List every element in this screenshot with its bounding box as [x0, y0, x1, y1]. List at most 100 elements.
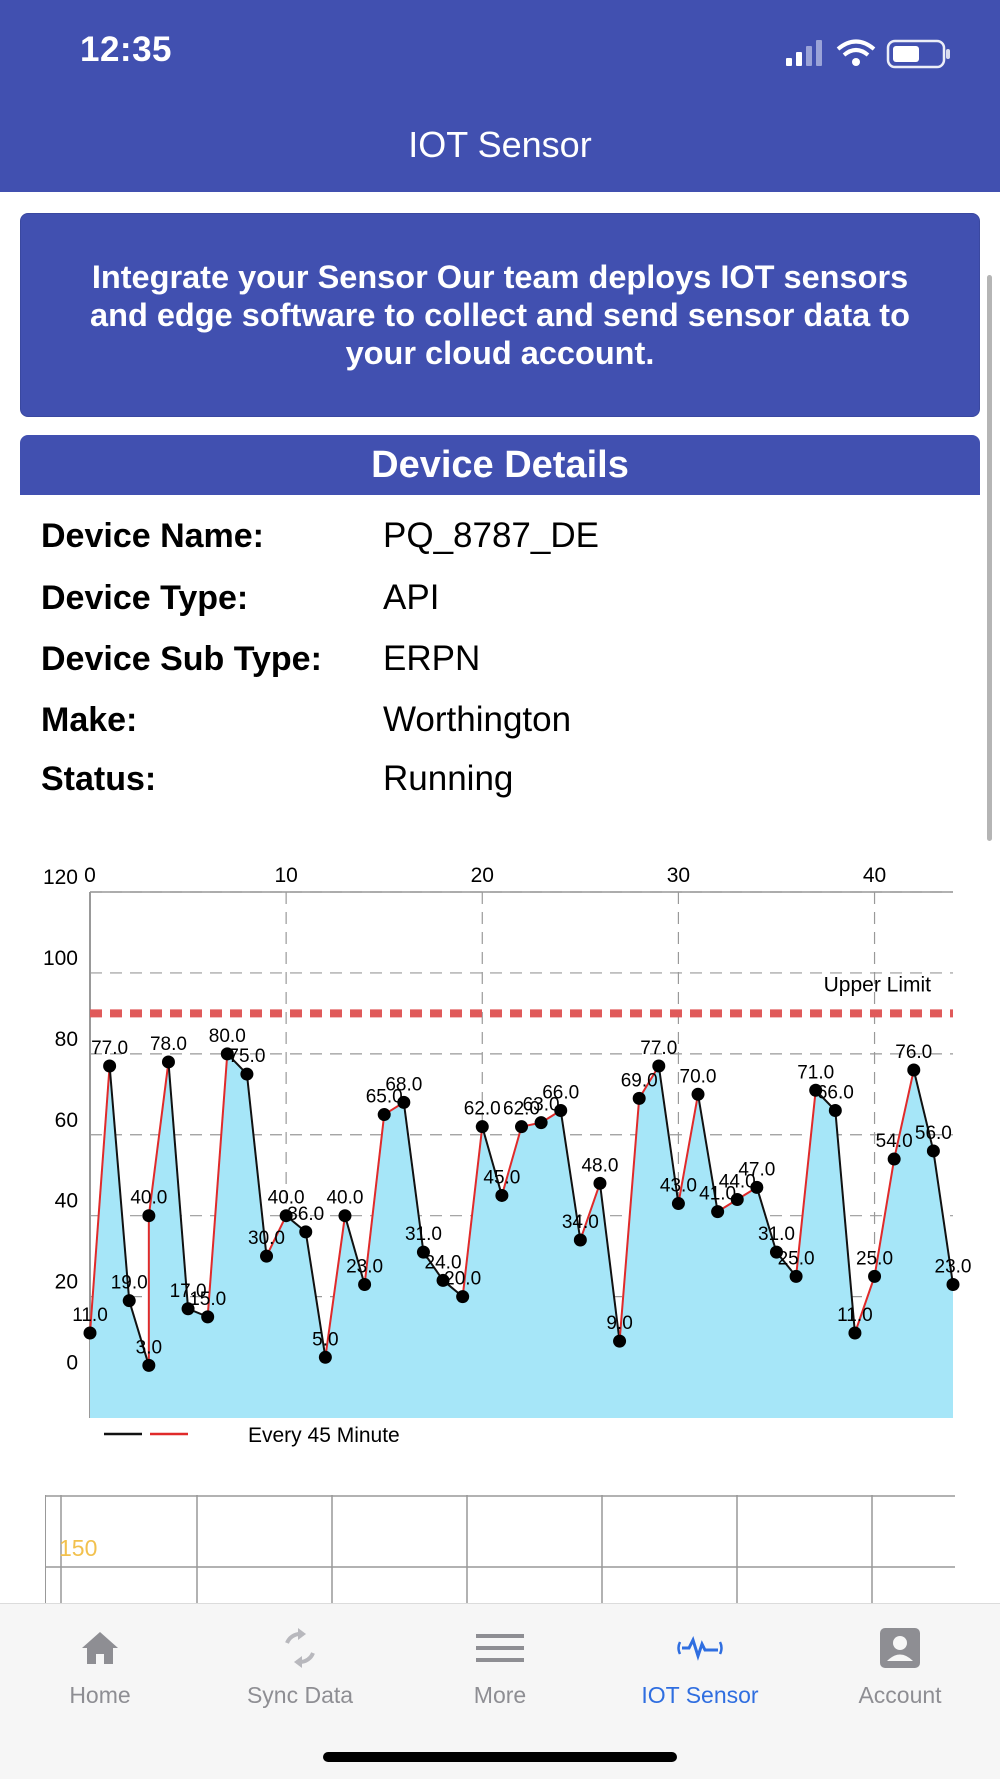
data-point — [436, 1273, 450, 1287]
data-label: 48.0 — [581, 1155, 618, 1176]
series-segment — [89, 1065, 111, 1334]
second-chart: 150 — [45, 1495, 955, 1605]
device-details-header: Device Details — [20, 435, 980, 495]
data-label: 76.0 — [895, 1042, 932, 1063]
data-label: 31.0 — [758, 1224, 795, 1245]
tab-more[interactable]: More — [400, 1604, 600, 1724]
data-label: 66.0 — [542, 1082, 579, 1103]
data-label: 56.0 — [915, 1123, 952, 1144]
series-segment — [206, 1053, 229, 1317]
intro-banner: Integrate your Sensor Our team deploys I… — [20, 213, 980, 417]
series-segment — [402, 1102, 425, 1253]
data-label: 77.0 — [91, 1038, 128, 1059]
series-segment — [834, 1110, 856, 1334]
data-point — [103, 1059, 117, 1073]
data-label: 31.0 — [405, 1224, 442, 1245]
signal-wifi-battery-icon — [786, 39, 950, 69]
detail-label: Device Name: — [41, 516, 265, 555]
data-point — [534, 1116, 548, 1130]
data-point — [338, 1209, 352, 1223]
series-segment — [167, 1061, 190, 1309]
menu-icon — [476, 1634, 524, 1662]
series-segment — [893, 1069, 915, 1160]
detail-value: API — [383, 578, 440, 617]
upper-limit-label: Upper Limit — [824, 973, 932, 996]
data-label: 5.0 — [312, 1329, 338, 1350]
data-point — [122, 1294, 136, 1308]
data-label: 65.0 — [366, 1087, 403, 1108]
series-segment — [579, 1182, 601, 1241]
x-tick-label: 10 — [274, 864, 297, 887]
data-point — [515, 1120, 528, 1134]
detail-row-device-sub-type: Device Sub Type: ERPN — [41, 635, 941, 683]
data-label: 36.0 — [287, 1204, 324, 1225]
tab-label: Sync Data — [246, 1682, 354, 1708]
tab-iot-sensor[interactable]: IOT Sensor — [600, 1604, 800, 1724]
account-icon — [880, 1628, 920, 1668]
data-point — [946, 1277, 960, 1291]
data-point — [475, 1120, 489, 1134]
data-label: 3.0 — [136, 1337, 162, 1358]
x-tick-label: 0 — [84, 864, 96, 887]
data-point — [613, 1334, 627, 1348]
series-segment — [324, 1215, 346, 1358]
data-point — [318, 1350, 332, 1364]
y-tick-label: 60 — [55, 1109, 78, 1132]
data-label: 20.0 — [444, 1269, 481, 1290]
data-label: 24.0 — [425, 1252, 462, 1273]
scrollbar[interactable] — [987, 275, 992, 841]
series-segment — [559, 1110, 582, 1241]
detail-label: Make: — [41, 700, 138, 739]
data-point — [220, 1047, 234, 1061]
data-point — [240, 1067, 254, 1081]
data-point — [181, 1302, 195, 1316]
tab-home[interactable]: Home — [0, 1604, 200, 1724]
detail-value: Worthington — [383, 700, 572, 739]
data-point — [632, 1091, 646, 1105]
data-label: 77.0 — [640, 1038, 677, 1059]
data-point — [769, 1245, 783, 1259]
data-point — [142, 1358, 156, 1372]
series-segment — [932, 1150, 954, 1285]
series-segment — [873, 1158, 896, 1277]
y-tick-label: 100 — [43, 947, 78, 970]
data-point — [495, 1188, 509, 1202]
data-point — [868, 1269, 882, 1283]
data-point — [926, 1144, 940, 1158]
tab-account[interactable]: Account — [800, 1604, 1000, 1724]
home-indicator — [323, 1752, 677, 1762]
data-point — [593, 1176, 607, 1190]
data-label: 40.0 — [268, 1188, 305, 1209]
data-label: 44.0 — [719, 1172, 756, 1193]
series-segment — [598, 1183, 621, 1342]
home-icon — [82, 1632, 118, 1664]
sync-icon — [285, 1628, 315, 1668]
series-segment — [795, 1090, 817, 1277]
data-point — [711, 1205, 725, 1219]
data-label: 47.0 — [738, 1159, 775, 1180]
data-label: 62.0 — [503, 1099, 540, 1120]
device-details-title: Device Details — [371, 443, 629, 486]
area-fill — [90, 1053, 953, 1418]
data-label: 54.0 — [876, 1131, 913, 1152]
data-point — [358, 1277, 372, 1291]
series-segment — [618, 1098, 641, 1342]
detail-row-device-type: Device Type: API — [41, 574, 941, 622]
data-point — [809, 1083, 823, 1097]
detail-row-make: Make: Worthington — [41, 696, 941, 744]
series-segment — [461, 1126, 484, 1297]
data-point — [279, 1209, 293, 1223]
tab-sync-data[interactable]: Sync Data — [200, 1604, 400, 1724]
data-point — [260, 1249, 274, 1263]
data-point — [142, 1209, 156, 1223]
data-point — [397, 1095, 411, 1109]
tab-bar: Home Sync Data More IOT Sensor — [0, 1603, 1000, 1779]
data-point — [750, 1180, 764, 1194]
series-segment — [344, 1215, 366, 1285]
data-label: 11.0 — [837, 1305, 873, 1326]
data-label: 19.0 — [111, 1273, 148, 1294]
data-label: 23.0 — [346, 1256, 383, 1277]
data-label: 68.0 — [385, 1074, 422, 1095]
data-label: 34.0 — [562, 1212, 599, 1233]
data-point — [299, 1225, 313, 1239]
